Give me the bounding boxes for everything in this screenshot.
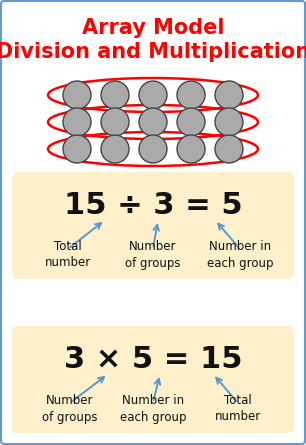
Circle shape (63, 135, 91, 163)
Text: Number in
each group: Number in each group (207, 240, 273, 270)
Circle shape (177, 81, 205, 109)
Circle shape (101, 135, 129, 163)
Text: Division and Multiplication: Division and Multiplication (0, 42, 306, 62)
Circle shape (215, 81, 243, 109)
Text: Number
of groups: Number of groups (42, 395, 98, 424)
Circle shape (101, 81, 129, 109)
Text: Number in
each group: Number in each group (120, 395, 186, 424)
Circle shape (139, 108, 167, 136)
Circle shape (215, 108, 243, 136)
Text: 15 ÷ 3 = 5: 15 ÷ 3 = 5 (64, 191, 242, 221)
Text: Total
number: Total number (45, 240, 91, 270)
Circle shape (63, 81, 91, 109)
Circle shape (139, 81, 167, 109)
Text: Array Model: Array Model (82, 18, 224, 38)
Text: Total
number: Total number (215, 395, 261, 424)
Circle shape (101, 108, 129, 136)
Circle shape (177, 108, 205, 136)
Circle shape (139, 135, 167, 163)
Circle shape (215, 135, 243, 163)
FancyBboxPatch shape (12, 326, 294, 433)
FancyBboxPatch shape (12, 172, 294, 279)
Text: Number
of groups: Number of groups (125, 240, 181, 270)
Text: 3 × 5 = 15: 3 × 5 = 15 (64, 345, 242, 375)
Circle shape (63, 108, 91, 136)
Circle shape (177, 135, 205, 163)
